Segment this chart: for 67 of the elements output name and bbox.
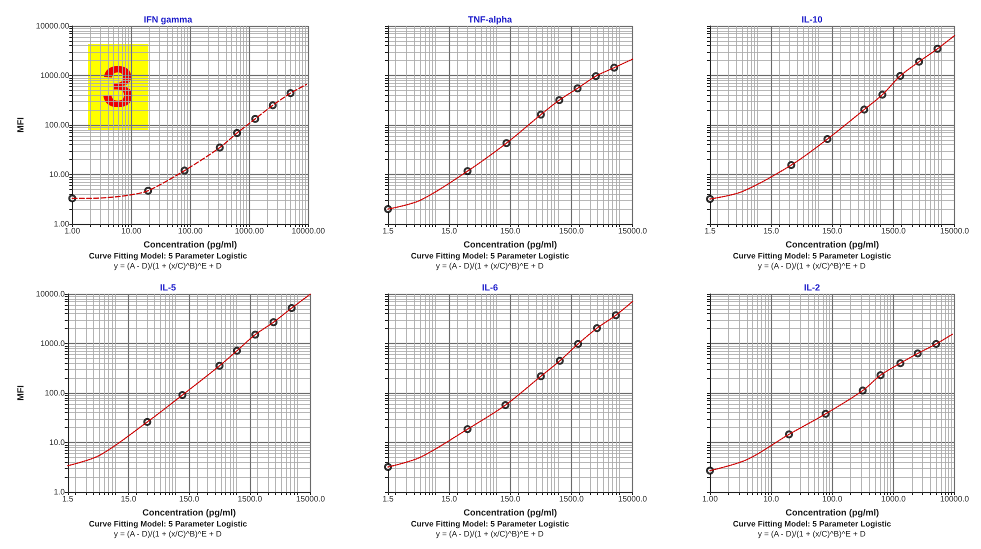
- annotation: 3: [102, 54, 134, 120]
- x-tick-label: 15000.0: [940, 226, 970, 236]
- x-tick-label: 15.0: [120, 494, 137, 504]
- text: y = (A - D)/(1 + (x/C)^B)^E + D: [436, 530, 544, 538]
- y-tick-label: 1000.0: [40, 339, 66, 348]
- x-tick-label: 150.0: [500, 226, 521, 236]
- x-tick-label: 100.0: [822, 494, 843, 504]
- x-tick-label: 15.0: [763, 226, 780, 236]
- x-tick-label: 1000.00: [234, 226, 264, 236]
- x-axis-title: Concentration (pg/ml): [142, 507, 236, 518]
- x-tick-label: 15000.0: [618, 494, 648, 504]
- x-tick-label: 1.00: [64, 226, 81, 236]
- x-tick-label: 1500.0: [238, 494, 263, 504]
- text: Curve Fitting Model: 5 Parameter Logistic: [732, 520, 892, 528]
- text: y = (A - D)/(1 + (x/C)^B)^E + D: [758, 262, 866, 270]
- x-axis-title: Concentration (pg/ml): [144, 239, 238, 250]
- y-tick-label: 1.0: [54, 488, 66, 496]
- y-tick-label: 10.00: [49, 170, 70, 179]
- chart-title: IL-5: [160, 282, 176, 292]
- x-tick-label: 10.0: [763, 494, 780, 504]
- x-tick-label: 100.00: [178, 226, 204, 236]
- x-tick-label: 150.0: [500, 494, 521, 504]
- text: Curve Fitting Model: 5 Parameter Logistic: [88, 252, 248, 260]
- x-tick-label: 15000.0: [296, 494, 326, 504]
- y-tick-label: 10000.00: [36, 22, 70, 30]
- x-tick-label: 1.5: [62, 494, 74, 504]
- y-tick-label: 100.00: [44, 120, 70, 130]
- text: Curve Fitting Model: 5 Parameter Logistic: [410, 252, 570, 260]
- y-tick-label: 10.0: [49, 438, 66, 447]
- chart-title: IL-10: [801, 14, 823, 24]
- x-axis-title: Concentration (pg/ml): [786, 239, 880, 250]
- y-axis-title: MFI: [16, 385, 26, 401]
- text: y = (A - D)/(1 + (x/C)^B)^E + D: [114, 262, 222, 270]
- x-axis-title: Concentration (pg/ml): [464, 239, 558, 250]
- chart-title: IL-6: [482, 282, 498, 292]
- x-tick-label: 10.00: [121, 226, 142, 236]
- y-tick-label: 1000.00: [40, 71, 70, 80]
- x-tick-label: 15.0: [441, 494, 458, 504]
- text: Curve Fitting Model: 5 Parameter Logistic: [410, 520, 570, 528]
- x-tick-label: 1000.0: [881, 494, 906, 504]
- x-tick-label: 1500.0: [881, 226, 906, 236]
- text: y = (A - D)/(1 + (x/C)^B)^E + D: [114, 530, 222, 538]
- x-tick-label: 10000.0: [940, 494, 970, 504]
- y-tick-label: 10000.0: [36, 290, 66, 298]
- y-tick-label: 1.00: [54, 220, 70, 228]
- x-tick-label: 1500.0: [559, 494, 584, 504]
- x-tick-label: 10000.00: [292, 226, 326, 236]
- x-tick-label: 1.5: [704, 226, 716, 236]
- text: y = (A - D)/(1 + (x/C)^B)^E + D: [436, 262, 544, 270]
- text: Curve Fitting Model: 5 Parameter Logistic: [88, 520, 248, 528]
- x-tick-label: 150.0: [179, 494, 200, 504]
- chart-title: IFN gamma: [144, 14, 194, 24]
- text: y = (A - D)/(1 + (x/C)^B)^E + D: [758, 530, 866, 538]
- y-tick-label: 100.0: [44, 388, 66, 398]
- x-tick-label: 15000.0: [618, 226, 648, 236]
- x-tick-label: 1.5: [382, 226, 394, 236]
- x-tick-label: 15.0: [441, 226, 458, 236]
- x-tick-label: 150.0: [822, 226, 843, 236]
- text: Curve Fitting Model: 5 Parameter Logistic: [732, 252, 892, 260]
- x-axis-title: Concentration (pg/ml): [464, 507, 558, 518]
- x-tick-label: 1500.0: [559, 226, 584, 236]
- y-axis-title: MFI: [16, 117, 26, 133]
- chart-title: IL-2: [804, 282, 820, 292]
- x-tick-label: 1.5: [382, 494, 394, 504]
- x-tick-label: 1.00: [702, 494, 718, 504]
- chart-title: TNF-alpha: [468, 14, 513, 24]
- x-axis-title: Concentration (pg/ml): [786, 507, 880, 518]
